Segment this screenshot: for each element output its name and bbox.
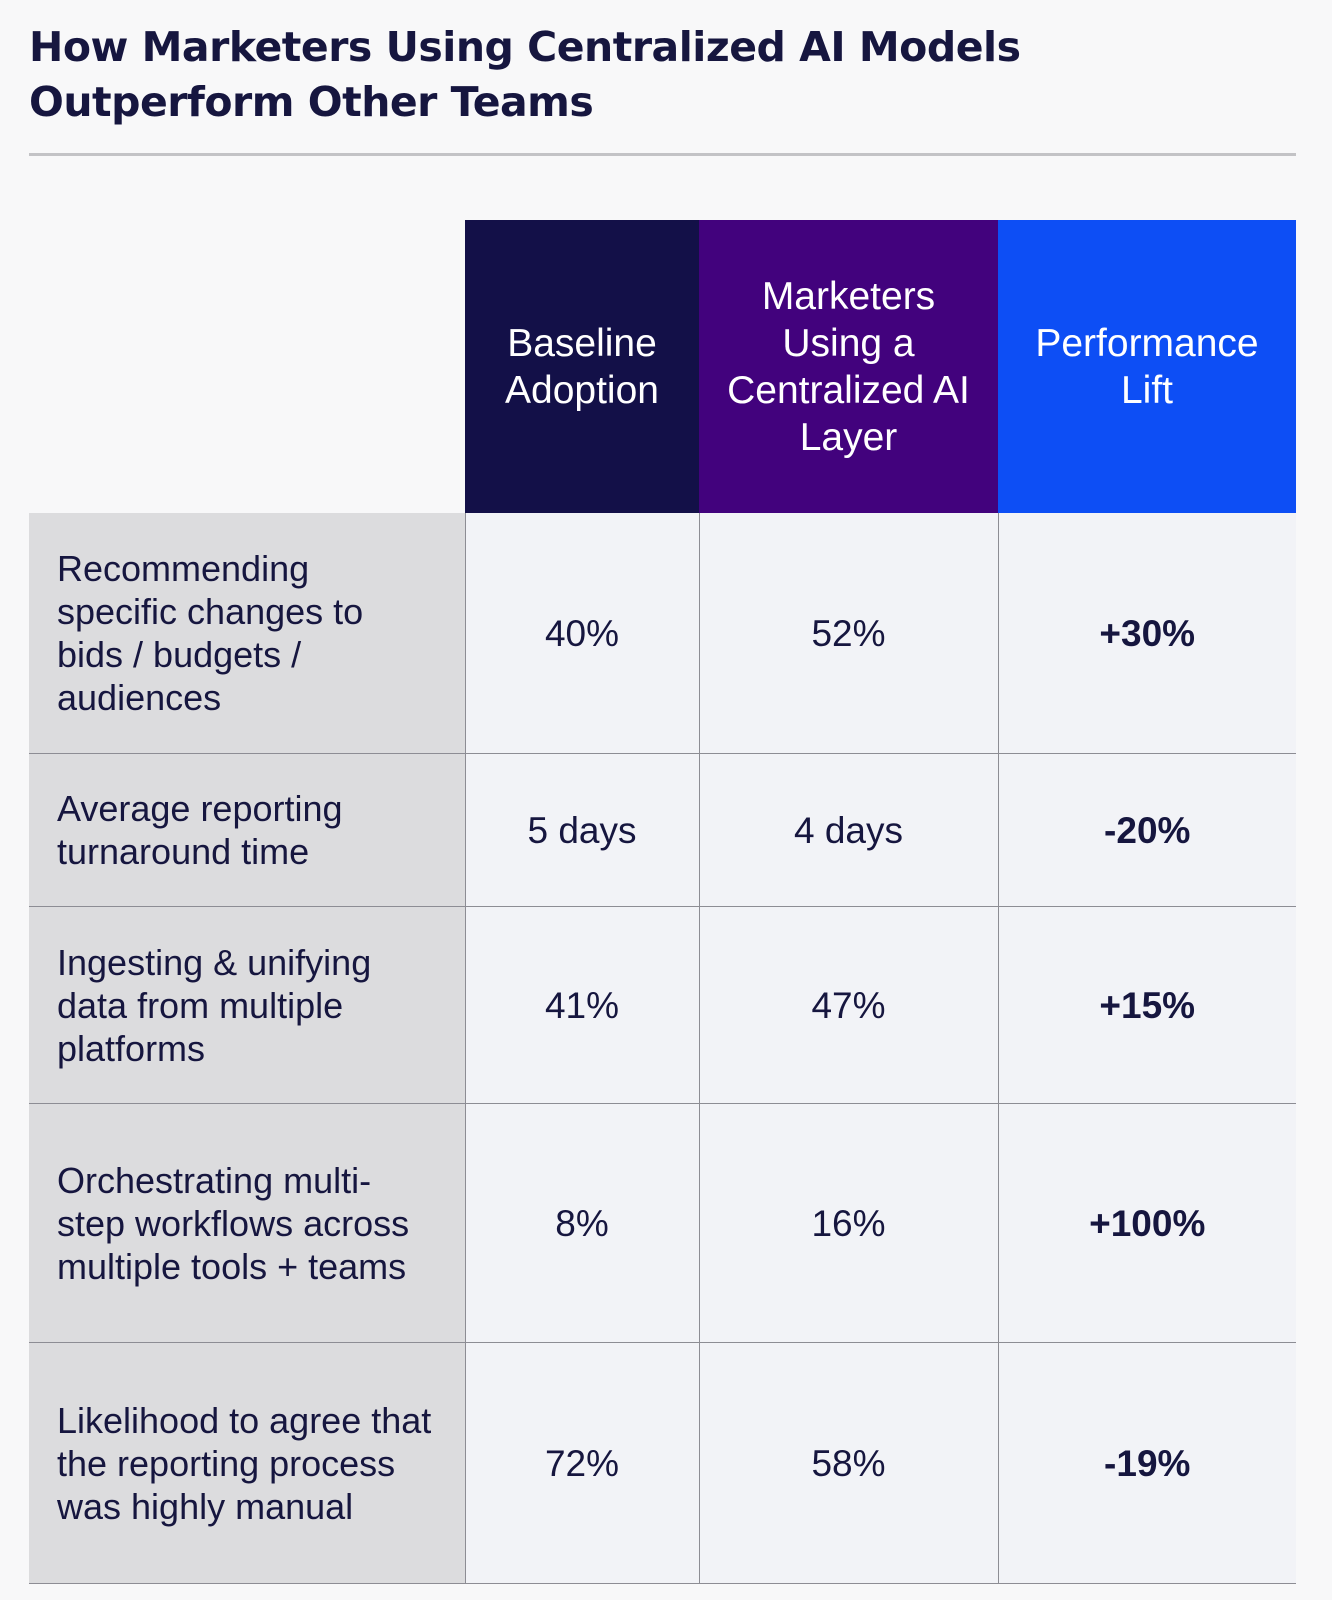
row-label: Likelihood to agree that the reporting p… <box>29 1342 465 1584</box>
table-row: Likelihood to agree that the reporting p… <box>29 1342 1296 1584</box>
centralized-value: 4 days <box>698 753 998 907</box>
centralized-value: 47% <box>698 906 998 1104</box>
baseline-value: 41% <box>464 906 699 1104</box>
table-row: Ingesting & unifying data from multiple … <box>29 906 1296 1104</box>
row-label: Ingesting & unifying data from multiple … <box>29 906 465 1104</box>
centralized-value: 58% <box>698 1342 998 1584</box>
table-row: Recommending specific changes to bids / … <box>29 513 1296 754</box>
header-performance-lift: Performance Lift <box>998 220 1296 513</box>
baseline-value: 8% <box>464 1103 699 1343</box>
lift-value: -20% <box>997 753 1296 907</box>
centralized-value: 16% <box>698 1103 998 1343</box>
row-label: Average reporting turnaround time <box>29 753 465 907</box>
comparison-table: Baseline Adoption Marketers Using a Cent… <box>29 220 1296 1584</box>
header-row: Baseline Adoption Marketers Using a Cent… <box>29 220 1296 513</box>
header-centralized-ai-layer: Marketers Using a Centralized AI Layer <box>699 220 998 513</box>
title-divider <box>29 153 1296 156</box>
lift-value: +15% <box>997 906 1296 1104</box>
lift-value: -19% <box>997 1342 1296 1584</box>
lift-value: +30% <box>997 513 1296 754</box>
chart-title: How Marketers Using Centralized AI Model… <box>29 23 1021 126</box>
centralized-value: 52% <box>698 513 998 754</box>
header-blank-cell <box>29 220 465 513</box>
header-baseline-adoption: Baseline Adoption <box>465 220 699 513</box>
baseline-value: 40% <box>464 513 699 754</box>
table-row: Orchestrating multi-step workflows acros… <box>29 1103 1296 1343</box>
baseline-value: 5 days <box>464 753 699 907</box>
row-label: Orchestrating multi-step workflows acros… <box>29 1103 465 1343</box>
table-row: Average reporting turnaround time 5 days… <box>29 753 1296 907</box>
row-label: Recommending specific changes to bids / … <box>29 513 465 754</box>
baseline-value: 72% <box>464 1342 699 1584</box>
lift-value: +100% <box>997 1103 1296 1343</box>
